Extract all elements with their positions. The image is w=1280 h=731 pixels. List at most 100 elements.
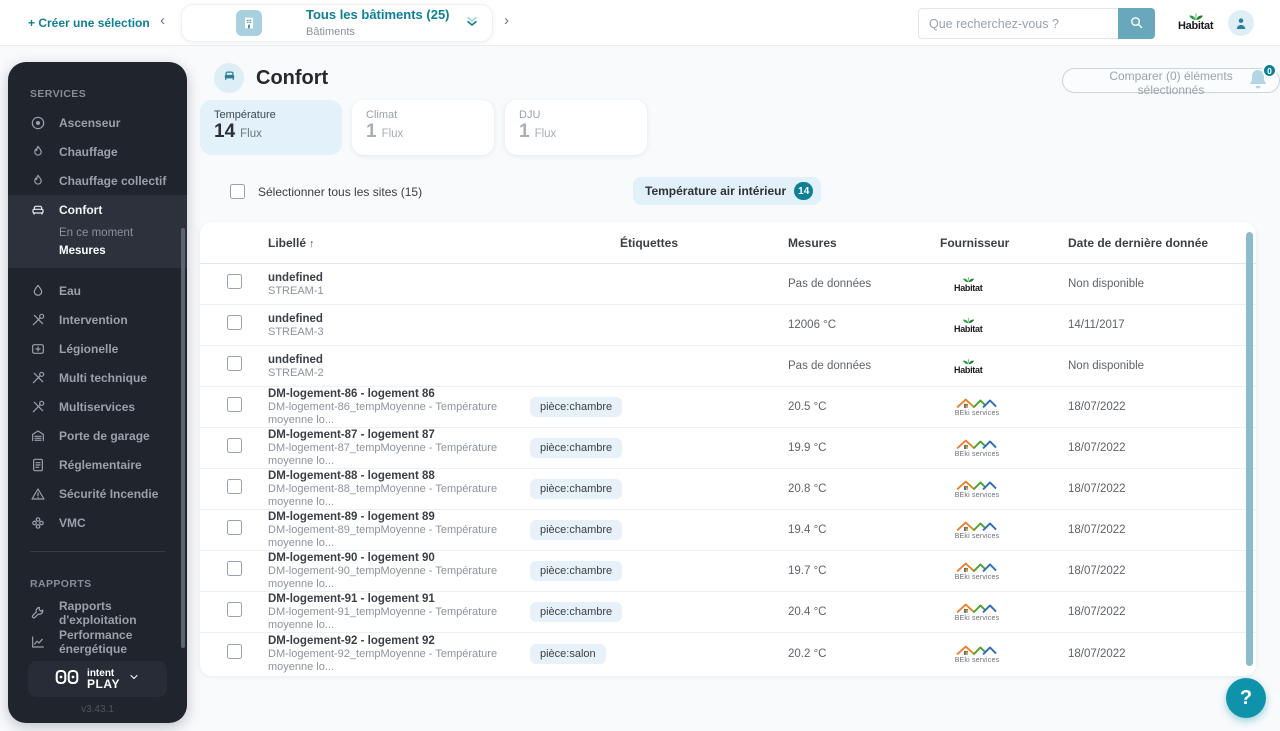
chevron-right-icon: › (504, 12, 509, 29)
services-section-label: SERVICES (30, 88, 87, 100)
row-tags-cell: pièce:chambre (530, 438, 788, 458)
row-checkbox[interactable] (227, 438, 242, 453)
row-measure: 19.4 °C (788, 524, 827, 536)
table-row: DM-logement-87 - logement 87 DM-logement… (200, 428, 1256, 469)
row-tags-cell: pièce:chambre (530, 397, 788, 417)
sidebar-item-eau[interactable]: Eau (8, 276, 187, 305)
legionella-icon (30, 341, 46, 357)
row-checkbox[interactable] (227, 520, 242, 535)
column-header-mesures[interactable]: Mesures (788, 235, 837, 250)
row-supplier-cell: Habitat BEki services (940, 397, 1068, 417)
sidebar-item-label: Ascenseur (59, 115, 121, 130)
compare-button[interactable]: Comparer (0) éléments sélectionnés (1062, 68, 1280, 97)
app-version: v3.43.1 (81, 704, 114, 715)
select-all-row: Sélectionner tous les sites (15) (230, 184, 422, 199)
search-input[interactable] (918, 8, 1118, 39)
sidebar-item-performance-energetique[interactable]: Performance énergétique (8, 627, 187, 656)
tag-chip: pièce:chambre (530, 479, 623, 499)
row-label-cell: DM-logement-88 - logement 88 DM-logement… (268, 469, 530, 509)
row-supplier-cell: Habitat BEki services (940, 520, 1068, 540)
help-button[interactable]: ? (1226, 678, 1266, 718)
flux-card-dju[interactable]: DJU 1 Flux (505, 100, 647, 155)
row-supplier-cell: Habitat BEki services (940, 357, 1068, 375)
sidebar-item-multiservices[interactable]: Multiservices (8, 392, 187, 421)
search-button[interactable] (1118, 8, 1155, 39)
sidebar-subitem-mesures[interactable]: Mesures (59, 245, 106, 257)
sidebar-divider (30, 551, 165, 552)
sidebar-subitem-en-ce-moment[interactable]: En ce moment (59, 227, 134, 239)
chevron-down-icon (128, 670, 140, 688)
selector-prev-button[interactable]: ‹ (160, 12, 165, 29)
notifications-button[interactable]: 0 (1246, 63, 1277, 95)
row-date: 18/07/2022 (1068, 565, 1126, 577)
couch-icon (222, 68, 237, 88)
row-label-cell: DM-logement-86 - logement 86 DM-logement… (268, 387, 530, 427)
flux-card-temperature[interactable]: Température 14 Flux (200, 100, 342, 155)
roofs-icon (956, 439, 997, 450)
row-date: Non disponible (1068, 278, 1145, 290)
sidebar-item-confort[interactable]: Confort (8, 195, 187, 224)
sidebar-item-label: Eau (59, 283, 82, 298)
supplier-caption: BEki services (954, 492, 1000, 499)
flux-card-count: 1 Flux (366, 121, 404, 142)
flux-card-label: DJU (519, 109, 541, 121)
sidebar-item-reglementaire[interactable]: Réglementaire (8, 450, 187, 479)
intent-line2: PLAY (87, 677, 120, 691)
sidebar-item-chauffage[interactable]: Chauffage (8, 137, 187, 166)
row-checkbox[interactable] (227, 356, 242, 371)
row-subtitle: STREAM-3 (268, 325, 324, 338)
user-avatar[interactable] (1228, 10, 1254, 36)
tag-chip: pièce:chambre (530, 438, 623, 458)
row-measure: 20.4 °C (788, 606, 827, 618)
select-all-checkbox[interactable] (230, 184, 245, 199)
row-checkbox[interactable] (227, 397, 242, 412)
column-header-etiquettes[interactable]: Étiquettes (620, 235, 679, 250)
sidebar-item-vmc[interactable]: VMC (8, 508, 187, 537)
building-selector[interactable]: Tous les bâtiments (25) Bâtiments (181, 4, 493, 42)
column-header-libelle[interactable]: Libellé ↑ (268, 235, 315, 250)
filter-chip-temperature-air-interieur[interactable]: Température air intérieur 14 (633, 177, 822, 205)
flux-card-count: 14 Flux (214, 121, 262, 142)
table-row: undefined STREAM-1 Pas de données Habita… (200, 264, 1256, 305)
sidebar-active-group: Confort En ce moment Mesures (8, 195, 187, 268)
row-checkbox[interactable] (227, 602, 242, 617)
row-checkbox[interactable] (227, 479, 242, 494)
flame-icon (30, 144, 46, 160)
tools-icon (30, 370, 46, 386)
column-header-date[interactable]: Date de dernière donnée (1068, 235, 1209, 250)
sidebar-item-securite-incendie[interactable]: Sécurité Incendie (8, 479, 187, 508)
sidebar-item-chauffage-collectif[interactable]: Chauffage collectif (8, 166, 187, 195)
sidebar-item-porte-de-garage[interactable]: Porte de garage (8, 421, 187, 450)
row-measure: 20.5 °C (788, 401, 827, 413)
column-header-fournisseur[interactable]: Fournisseur (940, 235, 1010, 250)
roofs-icon (956, 398, 997, 409)
tag-chip: pièce:chambre (530, 602, 623, 622)
row-label-cell: DM-logement-92 - logement 92 DM-logement… (268, 634, 530, 674)
row-checkbox[interactable] (227, 643, 242, 659)
table-row: DM-logement-92 - logement 92 DM-logement… (200, 633, 1256, 674)
row-checkbox[interactable] (227, 315, 242, 330)
sidebar-item-multi-technique[interactable]: Multi technique (8, 363, 187, 392)
row-title: DM-logement-86 - logement 86 (268, 388, 435, 400)
sidebar-item-rapports-exploitation[interactable]: Rapports d'exploitation (8, 598, 187, 627)
flux-card-climat[interactable]: Climat 1 Flux (352, 100, 494, 155)
intent-play-selector[interactable]: intent PLAY (28, 661, 167, 697)
row-checkbox[interactable] (227, 561, 242, 576)
table-scrollbar[interactable] (1246, 232, 1253, 666)
couch-icon (30, 202, 46, 218)
row-supplier-cell: Habitat BEki services (940, 438, 1068, 458)
supplier-caption: BEki services (954, 533, 1000, 540)
selector-next-button[interactable]: › (504, 12, 509, 29)
sidebar-item-label: Sécurité Incendie (59, 486, 159, 501)
double-chevron-down-icon[interactable] (464, 13, 480, 34)
row-supplier-cell: Habitat BEki services (940, 275, 1068, 293)
sidebar-scrollbar[interactable] (181, 228, 185, 648)
sidebar-item-legionelle[interactable]: Légionelle (8, 334, 187, 363)
row-supplier-cell: Habitat BEki services (940, 316, 1068, 334)
row-label-cell: undefined STREAM-2 (268, 353, 530, 380)
row-checkbox[interactable] (227, 274, 242, 289)
sidebar-item-ascenseur[interactable]: Ascenseur (8, 108, 187, 137)
row-supplier-cell: Habitat BEki services (940, 561, 1068, 581)
create-selection-button[interactable]: + Créer une sélection (28, 16, 150, 30)
sidebar-item-intervention[interactable]: Intervention (8, 305, 187, 334)
